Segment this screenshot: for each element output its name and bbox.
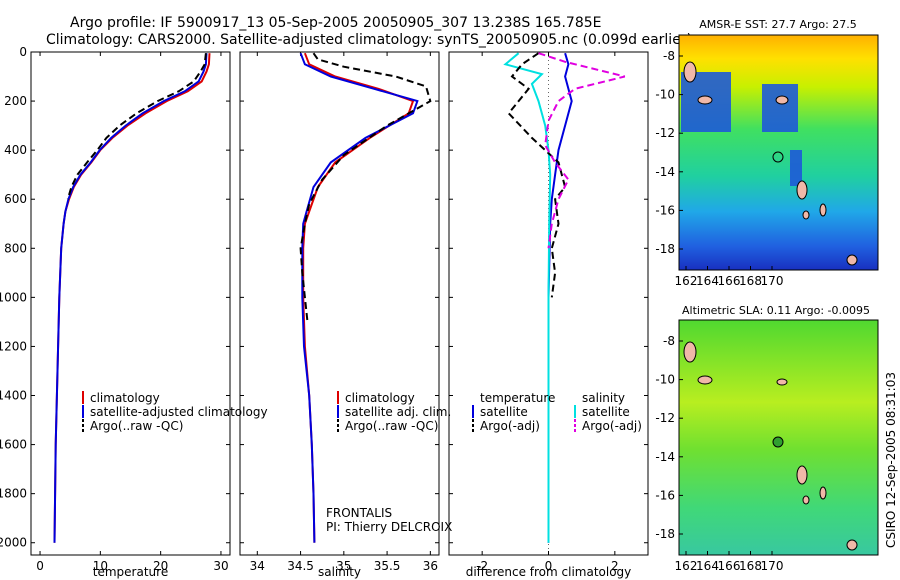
header-line-1: Argo profile: IF 5900917_13 05-Sep-2005 … bbox=[70, 15, 602, 31]
series-satellite-adj-clim- bbox=[299, 52, 419, 543]
y-tick-label: 1600 bbox=[0, 438, 27, 452]
map-y-tick-label: -12 bbox=[655, 126, 675, 140]
x-axis-label: temperature bbox=[93, 565, 168, 579]
series-salinity-argo-adj- bbox=[538, 52, 626, 249]
x-tick-label: 0 bbox=[545, 559, 553, 573]
sst-map-frame bbox=[678, 34, 879, 271]
x-axis-label: salinity bbox=[318, 565, 361, 579]
legend-label-satellite: satellite-adjusted climatology bbox=[90, 405, 268, 419]
legend-title-salinity: salinity bbox=[582, 391, 625, 405]
x-tick-label: 20 bbox=[153, 559, 168, 573]
legend-title-temperature: temperature bbox=[480, 391, 555, 405]
salinity-panel: 34 34.5 35 35.5 36 salinity bbox=[239, 51, 440, 579]
legend-label-argo: Argo(..raw -QC) bbox=[345, 419, 438, 433]
map-x-tick-label: 166 bbox=[718, 559, 741, 573]
x-axis-label: difference from climatology bbox=[466, 565, 632, 579]
y-tick-label: 1400 bbox=[0, 389, 27, 403]
legend-label-sal-satellite: satellite bbox=[582, 405, 630, 419]
series-satellite-adjusted-climatology bbox=[53, 53, 208, 543]
y-tick-label: 1000 bbox=[0, 290, 27, 304]
series-argo-raw-qc- bbox=[66, 53, 207, 200]
x-tick-label: 10 bbox=[93, 559, 108, 573]
legend-label-temp-argo: Argo(-adj) bbox=[480, 419, 540, 433]
map-x-tick-label: 166 bbox=[718, 274, 741, 288]
plot-frame bbox=[30, 51, 231, 556]
sst-map-islands bbox=[683, 61, 858, 266]
difference-legend: temperature satellite Argo(-adj) salinit… bbox=[472, 391, 642, 433]
map-y-tick-label: -10 bbox=[655, 88, 675, 102]
x-tick-label: 36 bbox=[423, 559, 438, 573]
x-tick-label: -2 bbox=[476, 559, 488, 573]
map-y-tick-label: -8 bbox=[663, 49, 675, 63]
sst-map-float-marker bbox=[772, 151, 784, 163]
plot-frame bbox=[239, 51, 440, 556]
sst-map-title: AMSR-E SST: 27.7 Argo: 27.5 bbox=[699, 18, 857, 31]
y-tick-label: 1800 bbox=[0, 487, 27, 501]
map-y-tick-label: -14 bbox=[655, 165, 675, 179]
series-temperature-argo-adj- bbox=[507, 52, 567, 298]
y-tick-label: 400 bbox=[4, 143, 27, 157]
series-argo-raw-qc- bbox=[299, 52, 432, 323]
y-tick-label: 1200 bbox=[0, 339, 27, 353]
map-x-tick-label: 168 bbox=[739, 559, 762, 573]
sla-map-float-marker bbox=[772, 436, 784, 448]
sla-map-frame bbox=[678, 319, 879, 556]
legend-label-temp-satellite: satellite bbox=[480, 405, 528, 419]
legend-label-sal-argo: Argo(-adj) bbox=[582, 419, 642, 433]
legend-label-climatology: climatology bbox=[90, 391, 160, 405]
sla-map-islands bbox=[683, 341, 858, 551]
y-tick-label: 600 bbox=[4, 192, 27, 206]
sst-map: AMSR-E SST: 27.7 Argo: 27.5 162164166168… bbox=[655, 18, 879, 288]
header-line-2: Climatology: CARS2000. Satellite-adjuste… bbox=[46, 32, 692, 48]
map-y-tick-label: -10 bbox=[655, 373, 675, 387]
y-tick-label: 200 bbox=[4, 94, 27, 108]
legend-label-satellite: satellite adj. clim. bbox=[345, 405, 451, 419]
x-tick-label: 2 bbox=[611, 559, 619, 573]
y-tick-label: 800 bbox=[4, 241, 27, 255]
map-y-tick-label: -16 bbox=[655, 488, 675, 502]
map-x-tick-label: 164 bbox=[696, 274, 719, 288]
map-x-tick-label: 170 bbox=[761, 559, 784, 573]
side-stamp: CSIRO 12-Sep-2005 08:31:03 bbox=[884, 372, 898, 548]
map-y-tick-label: -8 bbox=[663, 334, 675, 348]
map-y-tick-label: -18 bbox=[655, 242, 675, 256]
sla-map-title: Altimetric SLA: 0.11 Argo: -0.0095 bbox=[682, 304, 870, 317]
map-x-tick-label: 162 bbox=[675, 274, 698, 288]
map-y-tick-label: -14 bbox=[655, 450, 675, 464]
temperature-panel: 0 10 20 30 0 200 400 600 800 1000 1200 1400 1600 1800… bbox=[0, 45, 231, 579]
legend-label-argo: Argo(..raw -QC) bbox=[90, 419, 183, 433]
x-tick-label: 34 bbox=[250, 559, 265, 573]
annotation-frontalis: FRONTALIS bbox=[326, 506, 392, 520]
x-tick-label: 0 bbox=[36, 559, 44, 573]
map-x-tick-label: 162 bbox=[675, 559, 698, 573]
x-tick-label: 34.5 bbox=[287, 559, 314, 573]
x-tick-label: 35.5 bbox=[374, 559, 401, 573]
annotation-pi: PI: Thierry DELCROIX bbox=[326, 520, 452, 534]
x-tick-label: 35 bbox=[336, 559, 351, 573]
map-x-tick-label: 168 bbox=[739, 274, 762, 288]
map-y-tick-label: -18 bbox=[655, 527, 675, 541]
y-tick-label: 2000 bbox=[0, 536, 27, 550]
temperature-legend: climatology satellite-adjusted climatolo… bbox=[82, 391, 268, 433]
x-tick-label: 30 bbox=[213, 559, 228, 573]
map-y-tick-label: -12 bbox=[655, 411, 675, 425]
y-tick-label: 0 bbox=[19, 45, 27, 59]
sla-map: Altimetric SLA: 0.11 Argo: -0.0095 16216… bbox=[655, 304, 879, 573]
legend-label-climatology: climatology bbox=[345, 391, 415, 405]
map-x-tick-label: 170 bbox=[761, 274, 784, 288]
map-x-tick-label: 164 bbox=[696, 559, 719, 573]
salinity-legend: climatology satellite adj. clim. Argo(..… bbox=[326, 391, 452, 534]
map-y-tick-label: -16 bbox=[655, 203, 675, 217]
